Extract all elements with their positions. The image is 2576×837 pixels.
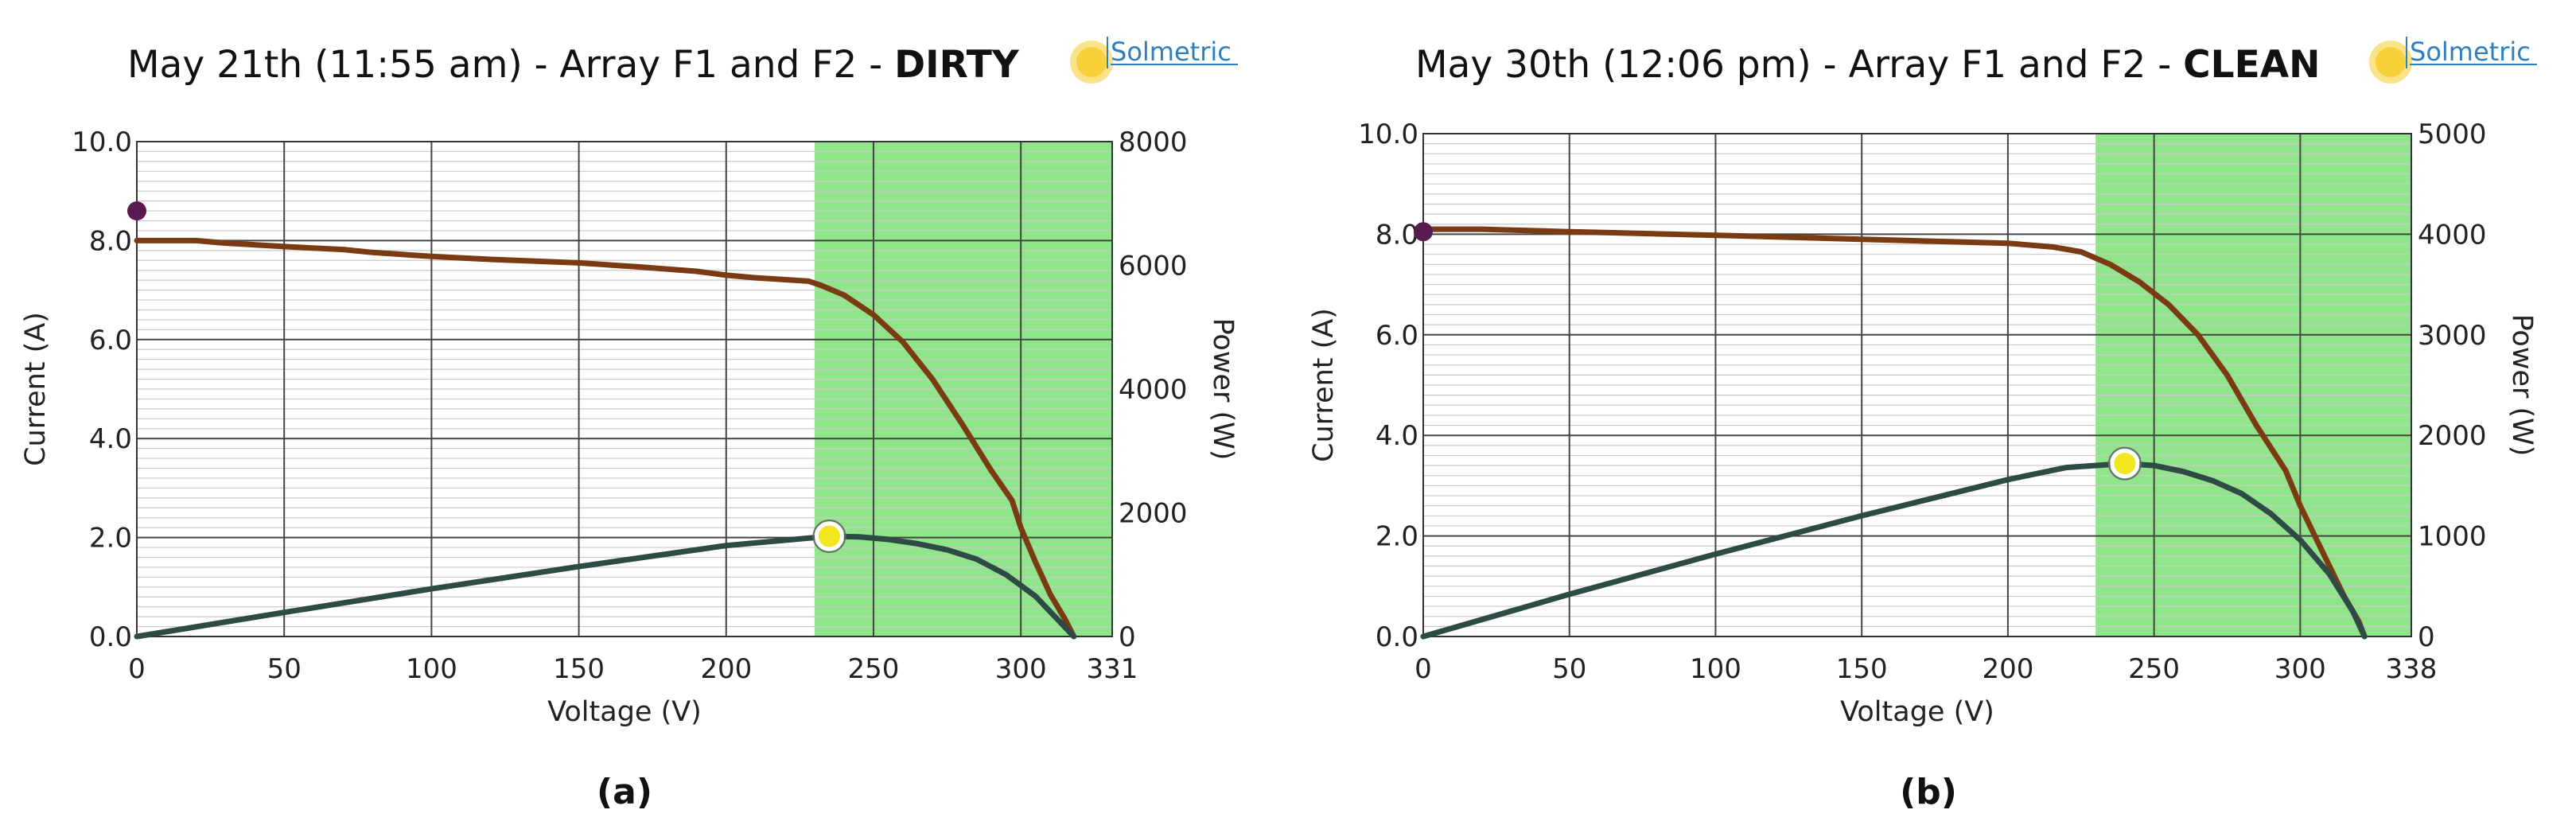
y-tick-label: 6.0: [1376, 320, 1418, 352]
power-curve-line: [134, 533, 1077, 640]
tick-labels: 0 50 100 150 200 250 300 338 0.0 2.0 4.0 6.0 8.0 10.0…: [1358, 119, 2486, 685]
x-tick-label: 50: [267, 653, 302, 685]
logo-text: Solmetric: [1111, 37, 1232, 67]
y-tick-label: 10.0: [72, 127, 132, 158]
chart-a-svg: May 21th (11:55 am) - Array F1 and F2 - …: [20, 37, 1239, 812]
y2-tick-label: 8000: [1119, 127, 1188, 158]
x-tick-label: 331: [1087, 653, 1138, 685]
y2-tick-label: 2000: [2418, 420, 2487, 452]
figure-caption: (b): [1900, 772, 1957, 812]
max-power-point-marker: [814, 521, 844, 551]
y-tick-label: 0.0: [89, 621, 132, 653]
y2-tick-label: 0: [2418, 621, 2435, 653]
y-axis-title: Current (A): [20, 312, 52, 466]
y-tick-label: 0.0: [1376, 621, 1418, 653]
logo-text: Solmetric: [2410, 37, 2531, 67]
current-curve-line: [1420, 226, 2368, 640]
x-tick-label: 300: [2274, 653, 2326, 685]
y-tick-label: 2.0: [1376, 521, 1418, 553]
chart-b-svg: May 30th (12:06 pm) - Array F1 and F2 - …: [1308, 37, 2538, 812]
sun-logo-core: [2376, 47, 2406, 77]
y-axis-title: Current (A): [1308, 308, 1340, 462]
chart-title: May 30th (12:06 pm) - Array F1 and F2 - …: [1415, 43, 2320, 87]
x-tick-label: 300: [995, 653, 1047, 685]
solmetric-logo: Solmetric: [1070, 37, 1238, 84]
x-tick-label: 50: [1552, 653, 1586, 685]
plot-frame: [1422, 133, 2412, 637]
chart-title-status: DIRTY: [894, 43, 1020, 87]
y2-axis-title: Power (W): [2506, 314, 2538, 457]
y2-tick-label: 4000: [2418, 219, 2487, 251]
x-tick-label: 338: [2386, 653, 2438, 685]
chart-title-prefix: May 21th (11:55 am) - Array F1 and F2 -: [127, 43, 894, 87]
tick-labels: 0 50 100 150 200 250 300 331 0.0 2.0 4.0 6.0 8.0 10.0…: [72, 127, 1187, 685]
x-tick-label: 250: [848, 653, 900, 685]
y2-tick-label: 6000: [1119, 251, 1188, 282]
y-tick-label: 2.0: [89, 523, 132, 555]
max-power-point-ring: [812, 520, 846, 554]
y-tick-label: 8.0: [89, 225, 132, 257]
max-power-point-ring: [2107, 446, 2142, 481]
isc-marker: [1414, 222, 1433, 242]
y-tick-label: 10.0: [1358, 119, 1418, 150]
y-tick-label: 6.0: [89, 325, 132, 356]
y2-tick-label: 0: [1119, 621, 1136, 653]
x-axis-title: Voltage (V): [1840, 696, 1994, 728]
x-tick-label: 0: [1414, 653, 1432, 685]
chart-title-status: CLEAN: [2183, 43, 2320, 87]
y2-tick-label: 4000: [1119, 374, 1188, 406]
y2-tick-label: 1000: [2418, 521, 2487, 553]
x-tick-label: 150: [1836, 653, 1888, 685]
power-curve-line: [1420, 461, 2368, 640]
x-tick-label: 0: [128, 653, 146, 685]
plot-frame: [136, 141, 1113, 637]
chart-title-prefix: May 30th (12:06 pm) - Array F1 and F2 -: [1415, 43, 2183, 87]
x-tick-label: 150: [553, 653, 605, 685]
x-tick-label: 100: [1690, 653, 1741, 685]
max-power-point-marker: [2110, 449, 2140, 479]
x-tick-label: 100: [406, 653, 457, 685]
y2-tick-label: 2000: [1119, 498, 1188, 530]
sun-logo-core: [1076, 47, 1107, 77]
x-tick-label: 200: [700, 653, 752, 685]
chart-panel-b: May 30th (12:06 pm) - Array F1 and F2 - …: [1288, 0, 2576, 837]
isc-marker: [127, 201, 146, 221]
x-tick-label: 200: [1982, 653, 2033, 685]
y-tick-label: 8.0: [1376, 219, 1418, 251]
figure-caption: (a): [597, 772, 652, 812]
y-tick-label: 4.0: [89, 423, 132, 455]
solmetric-logo: Solmetric: [2369, 37, 2537, 84]
y2-axis-title: Power (W): [1207, 318, 1239, 461]
chart-panel-a: May 21th (11:55 am) - Array F1 and F2 - …: [20, 37, 1239, 812]
y2-tick-label: 5000: [2418, 119, 2487, 150]
x-axis-title: Voltage (V): [547, 696, 702, 728]
current-curve-line: [134, 237, 1077, 640]
x-tick-label: 250: [2128, 653, 2180, 685]
y2-tick-label: 3000: [2418, 320, 2487, 352]
chart-title: May 21th (11:55 am) - Array F1 and F2 - …: [127, 43, 1020, 87]
y-tick-label: 4.0: [1376, 420, 1418, 452]
